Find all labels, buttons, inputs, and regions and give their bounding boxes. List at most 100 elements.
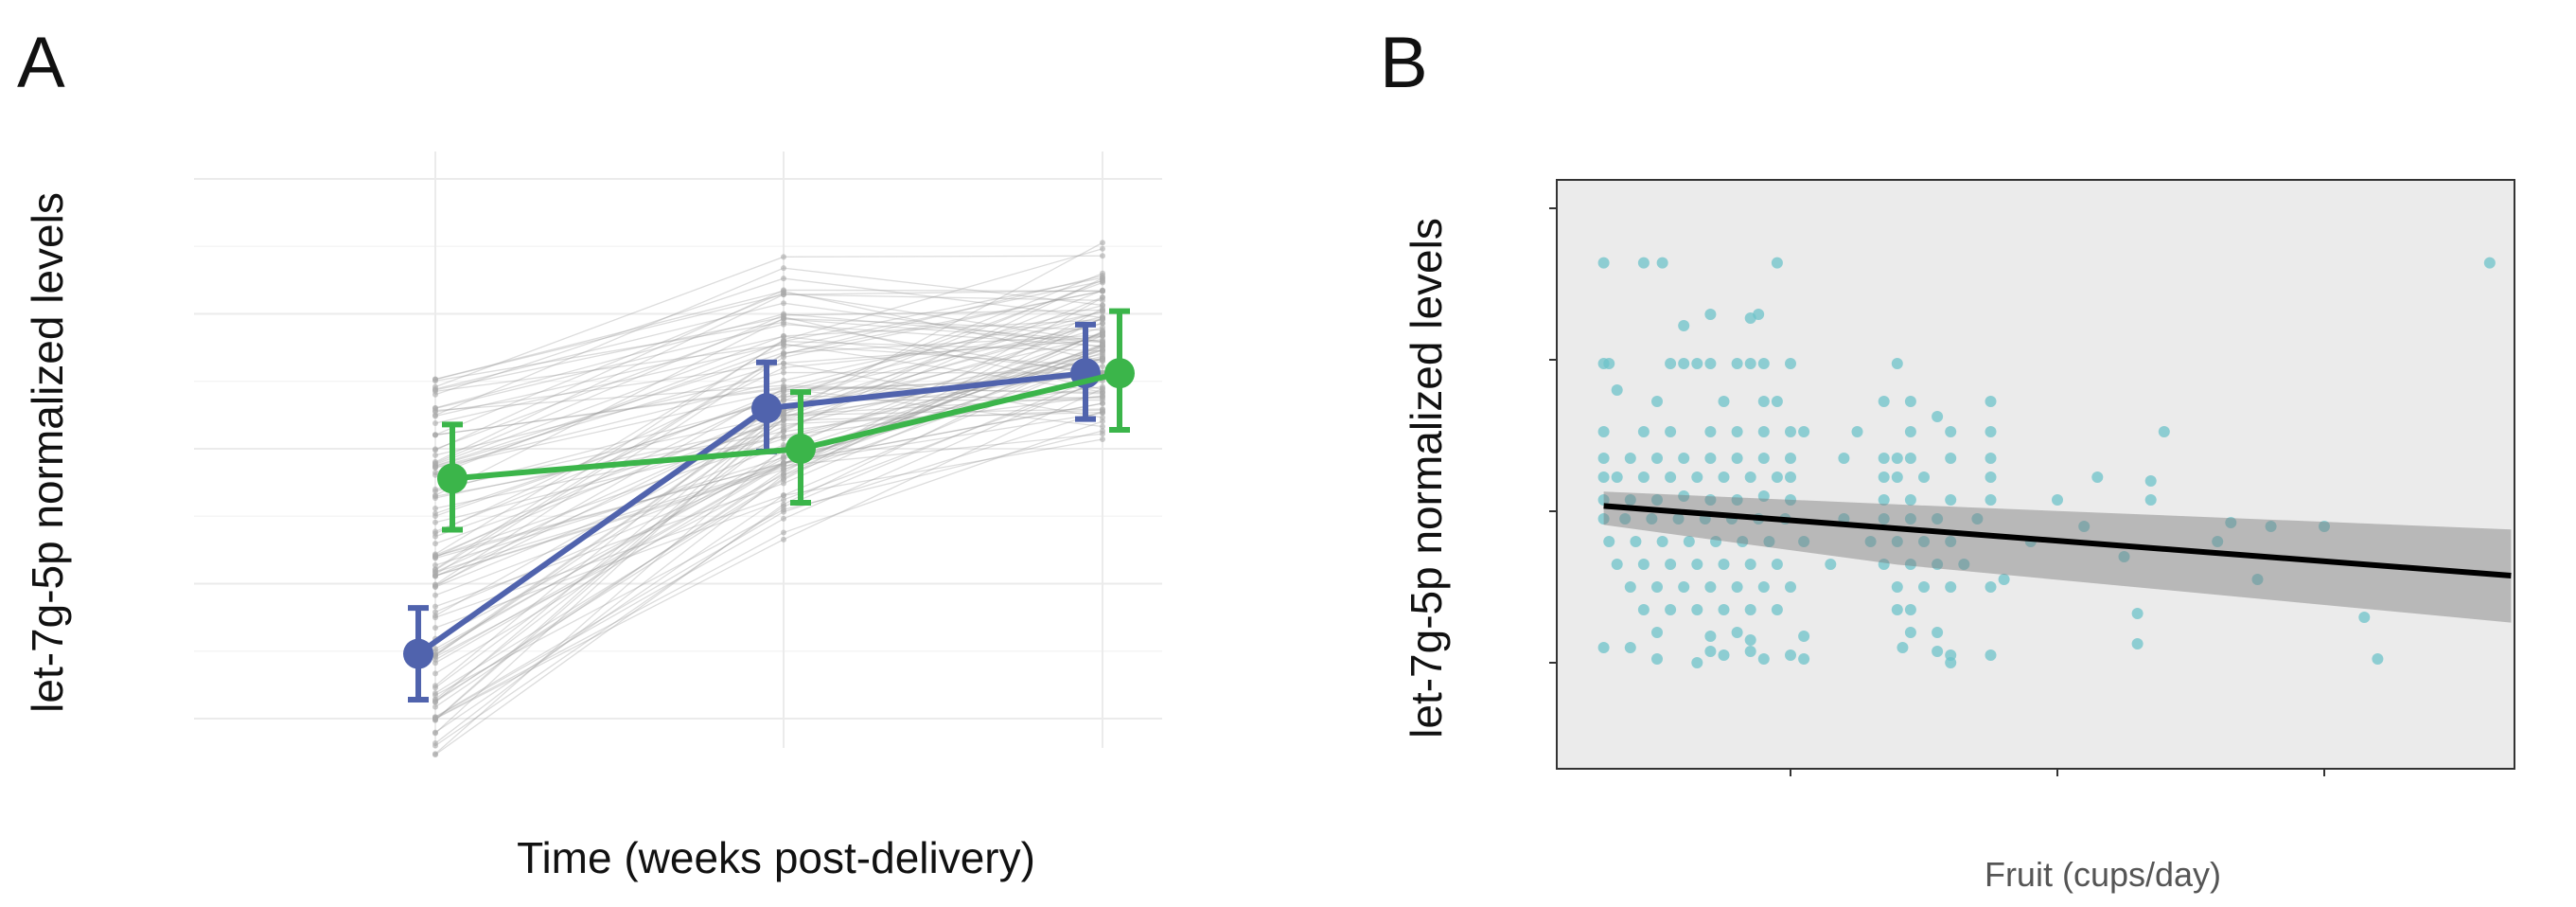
chart-a-individual-point — [1100, 240, 1105, 246]
chart-b-point — [2212, 536, 2224, 547]
chart-b-point — [1891, 604, 1903, 615]
chart-b-point — [1891, 581, 1903, 593]
chart-b-point — [1971, 513, 1984, 525]
chart-b-point — [1891, 471, 1903, 483]
chart-a-x-axis-title: Time (weeks post-delivery) — [517, 833, 1035, 882]
chart-a: Time (weeks post-delivery) let-7g-5p nor… — [23, 151, 1162, 882]
chart-a-mean-point — [785, 434, 816, 464]
panel-b-label: B — [1380, 23, 1428, 103]
chart-b-point — [1637, 471, 1650, 483]
chart-b-point — [1757, 490, 1770, 502]
chart-b-point — [1691, 559, 1703, 570]
chart-a-individual-point — [1100, 436, 1105, 442]
chart-b-point — [1630, 536, 1642, 547]
chart-b-point — [1737, 536, 1749, 547]
chart-b-point — [1864, 536, 1877, 547]
chart-b-point — [1757, 426, 1770, 437]
chart-a-individual-point — [781, 341, 786, 347]
chart-b-point — [1785, 426, 1796, 437]
chart-b-point — [1603, 536, 1615, 547]
chart-a-individual-point — [432, 729, 438, 736]
chart-b-point — [1651, 396, 1663, 407]
chart-a-individual-point — [781, 428, 786, 435]
chart-b-point — [1897, 642, 1909, 653]
chart-a-individual-point — [1100, 339, 1105, 346]
chart-a-individual-point — [432, 376, 438, 382]
chart-b-point — [1945, 453, 1957, 464]
chart-b-point — [1678, 490, 1690, 502]
chart-b-point — [1665, 604, 1677, 615]
chart-a-individual-point — [1100, 245, 1105, 252]
chart-a-individual-point — [432, 646, 438, 652]
chart-a-individual-point — [781, 515, 786, 522]
chart-a-individual-point — [781, 349, 786, 356]
chart-a-mean-point — [1104, 358, 1135, 389]
chart-b-point — [1904, 453, 1916, 464]
chart-a-individual-point — [781, 276, 786, 282]
chart-b: Fruit (cups/day) let-7g-5p normalized le… — [1402, 179, 2515, 894]
chart-b-point — [1704, 631, 1717, 642]
chart-b-point — [1878, 494, 1890, 506]
chart-a-individual-point — [432, 683, 438, 689]
chart-b-point — [1744, 559, 1756, 570]
chart-b-point — [1710, 536, 1722, 547]
chart-b-point — [1651, 494, 1663, 506]
chart-b-point — [1785, 471, 1796, 483]
chart-b-point — [1656, 257, 1668, 269]
chart-a-individual-point — [781, 393, 786, 400]
chart-b-point — [1597, 453, 1610, 464]
chart-a-individual-point — [432, 470, 438, 476]
chart-a-individual-point — [1100, 324, 1105, 330]
chart-a-individual-point — [432, 486, 438, 492]
chart-a-individual-point — [432, 530, 438, 537]
chart-b-point — [1932, 559, 1944, 570]
chart-a-individual-point — [432, 452, 438, 458]
chart-b-point — [1945, 426, 1957, 437]
chart-a-mean-point — [751, 393, 782, 424]
chart-b-point — [1704, 581, 1717, 593]
chart-b-point — [1878, 471, 1890, 483]
chart-a-individual-point — [432, 561, 438, 568]
chart-b-point — [1744, 646, 1756, 657]
chart-b-point — [1744, 358, 1756, 369]
chart-b-point — [1665, 426, 1677, 437]
chart-b-point — [1904, 494, 1916, 506]
chart-a-individual-point — [781, 377, 786, 383]
chart-b-point — [1771, 396, 1783, 407]
chart-a-individual-point — [432, 656, 438, 663]
chart-b-point — [1838, 453, 1850, 464]
chart-b-point — [2319, 521, 2330, 532]
chart-b-point — [1672, 513, 1685, 525]
chart-b-point — [1757, 453, 1770, 464]
chart-a-individual-point — [1100, 355, 1105, 362]
chart-b-point — [1878, 396, 1890, 407]
chart-b-point — [2078, 521, 2091, 532]
chart-a-individual-point — [1100, 279, 1105, 286]
chart-b-point — [1678, 320, 1690, 331]
chart-a-individual-point — [781, 492, 786, 499]
chart-a-individual-point — [781, 423, 786, 430]
chart-b-point — [2052, 494, 2063, 506]
chart-b-point — [1771, 604, 1783, 615]
chart-b-point — [1932, 513, 1944, 525]
chart-a-individual-point — [781, 508, 786, 515]
chart-a-individual-point — [781, 315, 786, 322]
chart-b-point — [1624, 494, 1636, 506]
chart-a-individual-point — [1100, 423, 1105, 430]
chart-a-series — [403, 308, 1135, 703]
chart-a-individual-point — [781, 455, 786, 462]
chart-b-point — [1985, 471, 1997, 483]
chart-b-point — [2225, 517, 2237, 528]
chart-b-point — [1731, 453, 1743, 464]
chart-a-y-axis-title: let-7g-5p normalized levels — [23, 192, 72, 713]
chart-a-individual-point — [1100, 288, 1105, 294]
chart-a-individual-point — [432, 519, 438, 525]
chart-b-point — [1918, 581, 1930, 593]
chart-a-individual-point — [432, 412, 438, 418]
chart-b-point — [1904, 627, 1916, 638]
chart-b-point — [1603, 358, 1615, 369]
chart-a-individual-point — [1100, 428, 1105, 435]
chart-a-individual-point — [432, 510, 438, 517]
chart-b-point — [1637, 559, 1650, 570]
chart-b-point — [2358, 612, 2371, 623]
